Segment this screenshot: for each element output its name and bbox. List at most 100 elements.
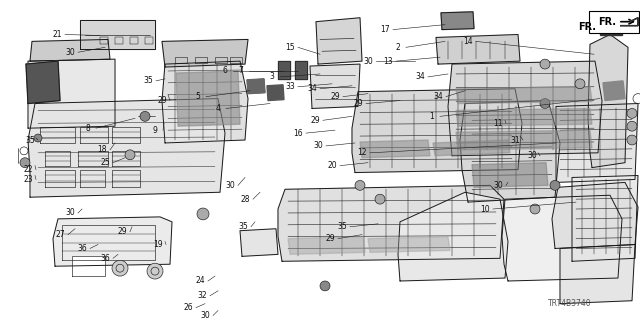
Polygon shape (436, 35, 520, 64)
Polygon shape (368, 236, 450, 252)
Text: 15: 15 (285, 43, 295, 52)
Text: 6: 6 (223, 67, 227, 76)
Polygon shape (80, 20, 155, 49)
Text: 22: 22 (23, 165, 33, 174)
Text: 29: 29 (330, 92, 340, 101)
Text: 30: 30 (65, 208, 75, 218)
Circle shape (627, 135, 637, 145)
Polygon shape (472, 163, 548, 187)
Text: 27: 27 (55, 230, 65, 239)
Text: 9: 9 (152, 126, 157, 135)
Text: 29: 29 (157, 96, 167, 105)
Text: 31: 31 (510, 135, 520, 145)
Polygon shape (456, 108, 592, 126)
Polygon shape (288, 236, 365, 254)
Text: 30: 30 (493, 181, 503, 190)
Text: 13: 13 (383, 57, 393, 66)
Text: 32: 32 (197, 291, 207, 300)
Text: 16: 16 (293, 129, 303, 138)
Text: 29: 29 (117, 227, 127, 236)
Text: 29: 29 (353, 99, 363, 108)
Polygon shape (360, 140, 430, 158)
Circle shape (375, 194, 385, 204)
Text: 4: 4 (216, 104, 220, 113)
Text: 11: 11 (493, 119, 503, 128)
Polygon shape (620, 18, 638, 26)
Polygon shape (600, 19, 622, 35)
Circle shape (627, 121, 637, 131)
Polygon shape (240, 229, 278, 256)
Polygon shape (552, 182, 638, 248)
Text: 35: 35 (337, 222, 347, 231)
Text: 33: 33 (285, 82, 295, 91)
Text: 35: 35 (25, 135, 35, 145)
Text: 14: 14 (463, 37, 473, 46)
Polygon shape (28, 99, 225, 197)
Circle shape (147, 263, 163, 279)
Polygon shape (310, 64, 360, 108)
Text: 7: 7 (239, 67, 243, 76)
Polygon shape (433, 140, 510, 156)
Polygon shape (460, 100, 560, 202)
Circle shape (320, 281, 330, 291)
Polygon shape (247, 79, 265, 94)
Text: 30: 30 (527, 151, 537, 160)
Text: 30: 30 (225, 181, 235, 190)
Polygon shape (398, 192, 508, 281)
Text: 36: 36 (77, 244, 87, 253)
Polygon shape (603, 81, 625, 100)
Circle shape (20, 158, 30, 168)
Text: FR.: FR. (598, 17, 616, 27)
Polygon shape (30, 39, 110, 61)
Polygon shape (502, 195, 622, 281)
Polygon shape (278, 185, 504, 261)
Polygon shape (316, 18, 362, 64)
Text: 20: 20 (327, 161, 337, 170)
Circle shape (34, 134, 42, 142)
Polygon shape (556, 104, 638, 182)
Text: 2: 2 (396, 43, 401, 52)
Text: 5: 5 (196, 92, 200, 101)
Circle shape (575, 79, 585, 89)
Circle shape (530, 204, 540, 214)
Text: 29: 29 (325, 234, 335, 243)
Polygon shape (162, 61, 248, 143)
Text: 36: 36 (100, 254, 110, 263)
Text: 34: 34 (307, 84, 317, 93)
Polygon shape (267, 85, 284, 100)
Text: FR.: FR. (578, 22, 596, 32)
Polygon shape (456, 87, 592, 104)
Text: 35: 35 (238, 222, 248, 231)
Circle shape (550, 180, 560, 190)
Text: 26: 26 (183, 303, 193, 312)
Polygon shape (162, 39, 248, 67)
Polygon shape (278, 61, 290, 79)
Text: 8: 8 (86, 124, 90, 133)
FancyBboxPatch shape (589, 11, 639, 33)
Text: 23: 23 (23, 175, 33, 184)
Circle shape (197, 208, 209, 220)
Text: 3: 3 (269, 72, 275, 81)
Text: 30: 30 (200, 311, 210, 320)
Polygon shape (352, 89, 522, 172)
Circle shape (540, 59, 550, 69)
Text: 1: 1 (429, 112, 435, 121)
Circle shape (112, 260, 128, 276)
Polygon shape (441, 12, 474, 29)
Text: 28: 28 (240, 195, 250, 204)
Polygon shape (295, 61, 307, 79)
Text: 30: 30 (313, 141, 323, 150)
Circle shape (140, 111, 150, 121)
Text: 30: 30 (65, 48, 75, 57)
Text: 24: 24 (195, 276, 205, 285)
Polygon shape (560, 244, 635, 304)
Polygon shape (28, 59, 115, 128)
Text: 10: 10 (480, 204, 490, 213)
Polygon shape (26, 61, 60, 104)
Polygon shape (53, 217, 172, 266)
Text: 17: 17 (380, 25, 390, 34)
Text: 34: 34 (433, 92, 443, 101)
Polygon shape (456, 130, 592, 150)
Text: 19: 19 (153, 240, 163, 249)
Polygon shape (72, 256, 105, 276)
